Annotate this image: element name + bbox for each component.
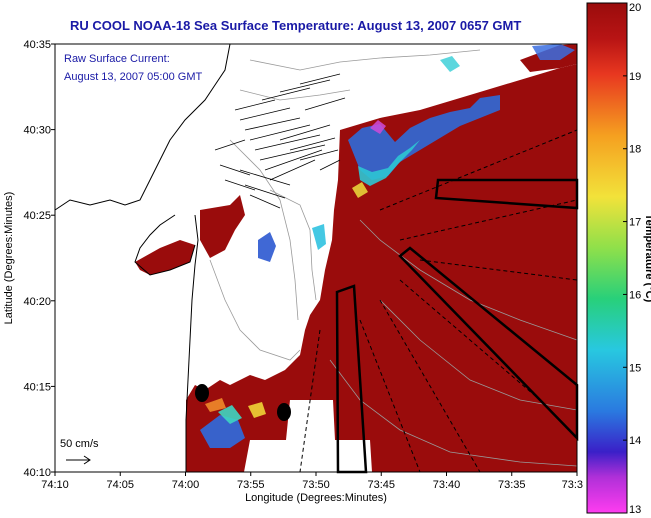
sst-front-magenta xyxy=(370,120,386,134)
sst-front-cyan xyxy=(358,140,420,186)
coastline-inner xyxy=(185,214,199,472)
colorbar xyxy=(586,2,628,514)
sst-south-cool xyxy=(200,415,245,448)
map-area: 50 cm/s Raw Surface Current: August 13, … xyxy=(54,43,579,474)
y-tick-label: 40:25 xyxy=(23,210,51,222)
scale-label: 50 cm/s xyxy=(60,438,99,450)
current-vectors xyxy=(214,73,346,209)
sst-south-cyan xyxy=(218,405,242,424)
x-tick-label: 73:45 xyxy=(367,479,395,491)
x-tick-label: 73:40 xyxy=(433,479,461,491)
x-tick-label: 73:50 xyxy=(302,479,330,491)
colorbar-ticks: 20 19 18 17 16 15 14 13 xyxy=(623,2,641,516)
x-tick-label: 73:3 xyxy=(562,479,583,491)
sst-ne-cyan xyxy=(440,56,460,72)
sst-patch-west xyxy=(135,240,195,275)
colorbar-tick-label: 15 xyxy=(629,362,641,374)
sst-south-yellow xyxy=(248,402,266,418)
x-tick-label: 73:35 xyxy=(498,479,526,491)
sst-field xyxy=(186,64,577,472)
chart-title: RU COOL NOAA-18 Sea Surface Temperature:… xyxy=(70,18,521,33)
colorbar-tick-label: 20 xyxy=(629,2,641,14)
inset-line1: Raw Surface Current: xyxy=(64,53,170,65)
y-tick-label: 40:15 xyxy=(23,381,51,393)
y-tick-label: 40:10 xyxy=(23,467,51,479)
colorbar-tick-label: 17 xyxy=(629,217,641,229)
x-tick-label: 74:05 xyxy=(106,479,134,491)
x-axis: 74:10 74:05 74:00 73:55 73:50 73:45 73:40 73:35… xyxy=(41,472,583,491)
sst-south-orange xyxy=(205,398,226,412)
y-tick-label: 40:20 xyxy=(23,296,51,308)
colorbar-tick-label: 18 xyxy=(629,144,641,156)
bathymetry-contours xyxy=(209,49,578,467)
y-axis: 40:35 40:30 40:25 40:20 40:15 40:10 xyxy=(23,39,55,479)
colorbar-tick-label: 14 xyxy=(629,435,641,447)
y-axis-label: Latitude (Degrees:Minutes) xyxy=(3,192,15,325)
x-tick-label: 73:55 xyxy=(237,479,265,491)
sst-ne-cool xyxy=(532,44,575,60)
transect-lines xyxy=(299,129,578,473)
coastline xyxy=(54,43,231,211)
sst-front-cool xyxy=(348,95,500,180)
inset-line2: August 13, 2007 05:00 GMT xyxy=(64,71,202,83)
colorbar-tick-label: 13 xyxy=(629,504,641,516)
x-axis-label: Longitude (Degrees:Minutes) xyxy=(245,492,387,504)
radar-site-east xyxy=(277,403,291,421)
x-tick-label: 74:10 xyxy=(41,479,69,491)
colorbar-label: Temperature (°C) xyxy=(643,214,651,303)
sst-mid-cyan xyxy=(312,224,326,250)
scale-arrow xyxy=(66,455,91,465)
x-tick-label: 74:00 xyxy=(172,479,200,491)
colorbar-tick-label: 16 xyxy=(629,289,641,301)
y-tick-label: 40:35 xyxy=(23,39,51,51)
sst-patch-north xyxy=(200,195,245,258)
sst-front-yellow xyxy=(352,182,368,198)
sst-mid-cool xyxy=(258,232,276,262)
colorbar-tick-label: 19 xyxy=(629,71,641,83)
y-tick-label: 40:30 xyxy=(23,125,51,137)
bay-outline xyxy=(134,214,196,276)
radar-site-west xyxy=(195,384,209,402)
